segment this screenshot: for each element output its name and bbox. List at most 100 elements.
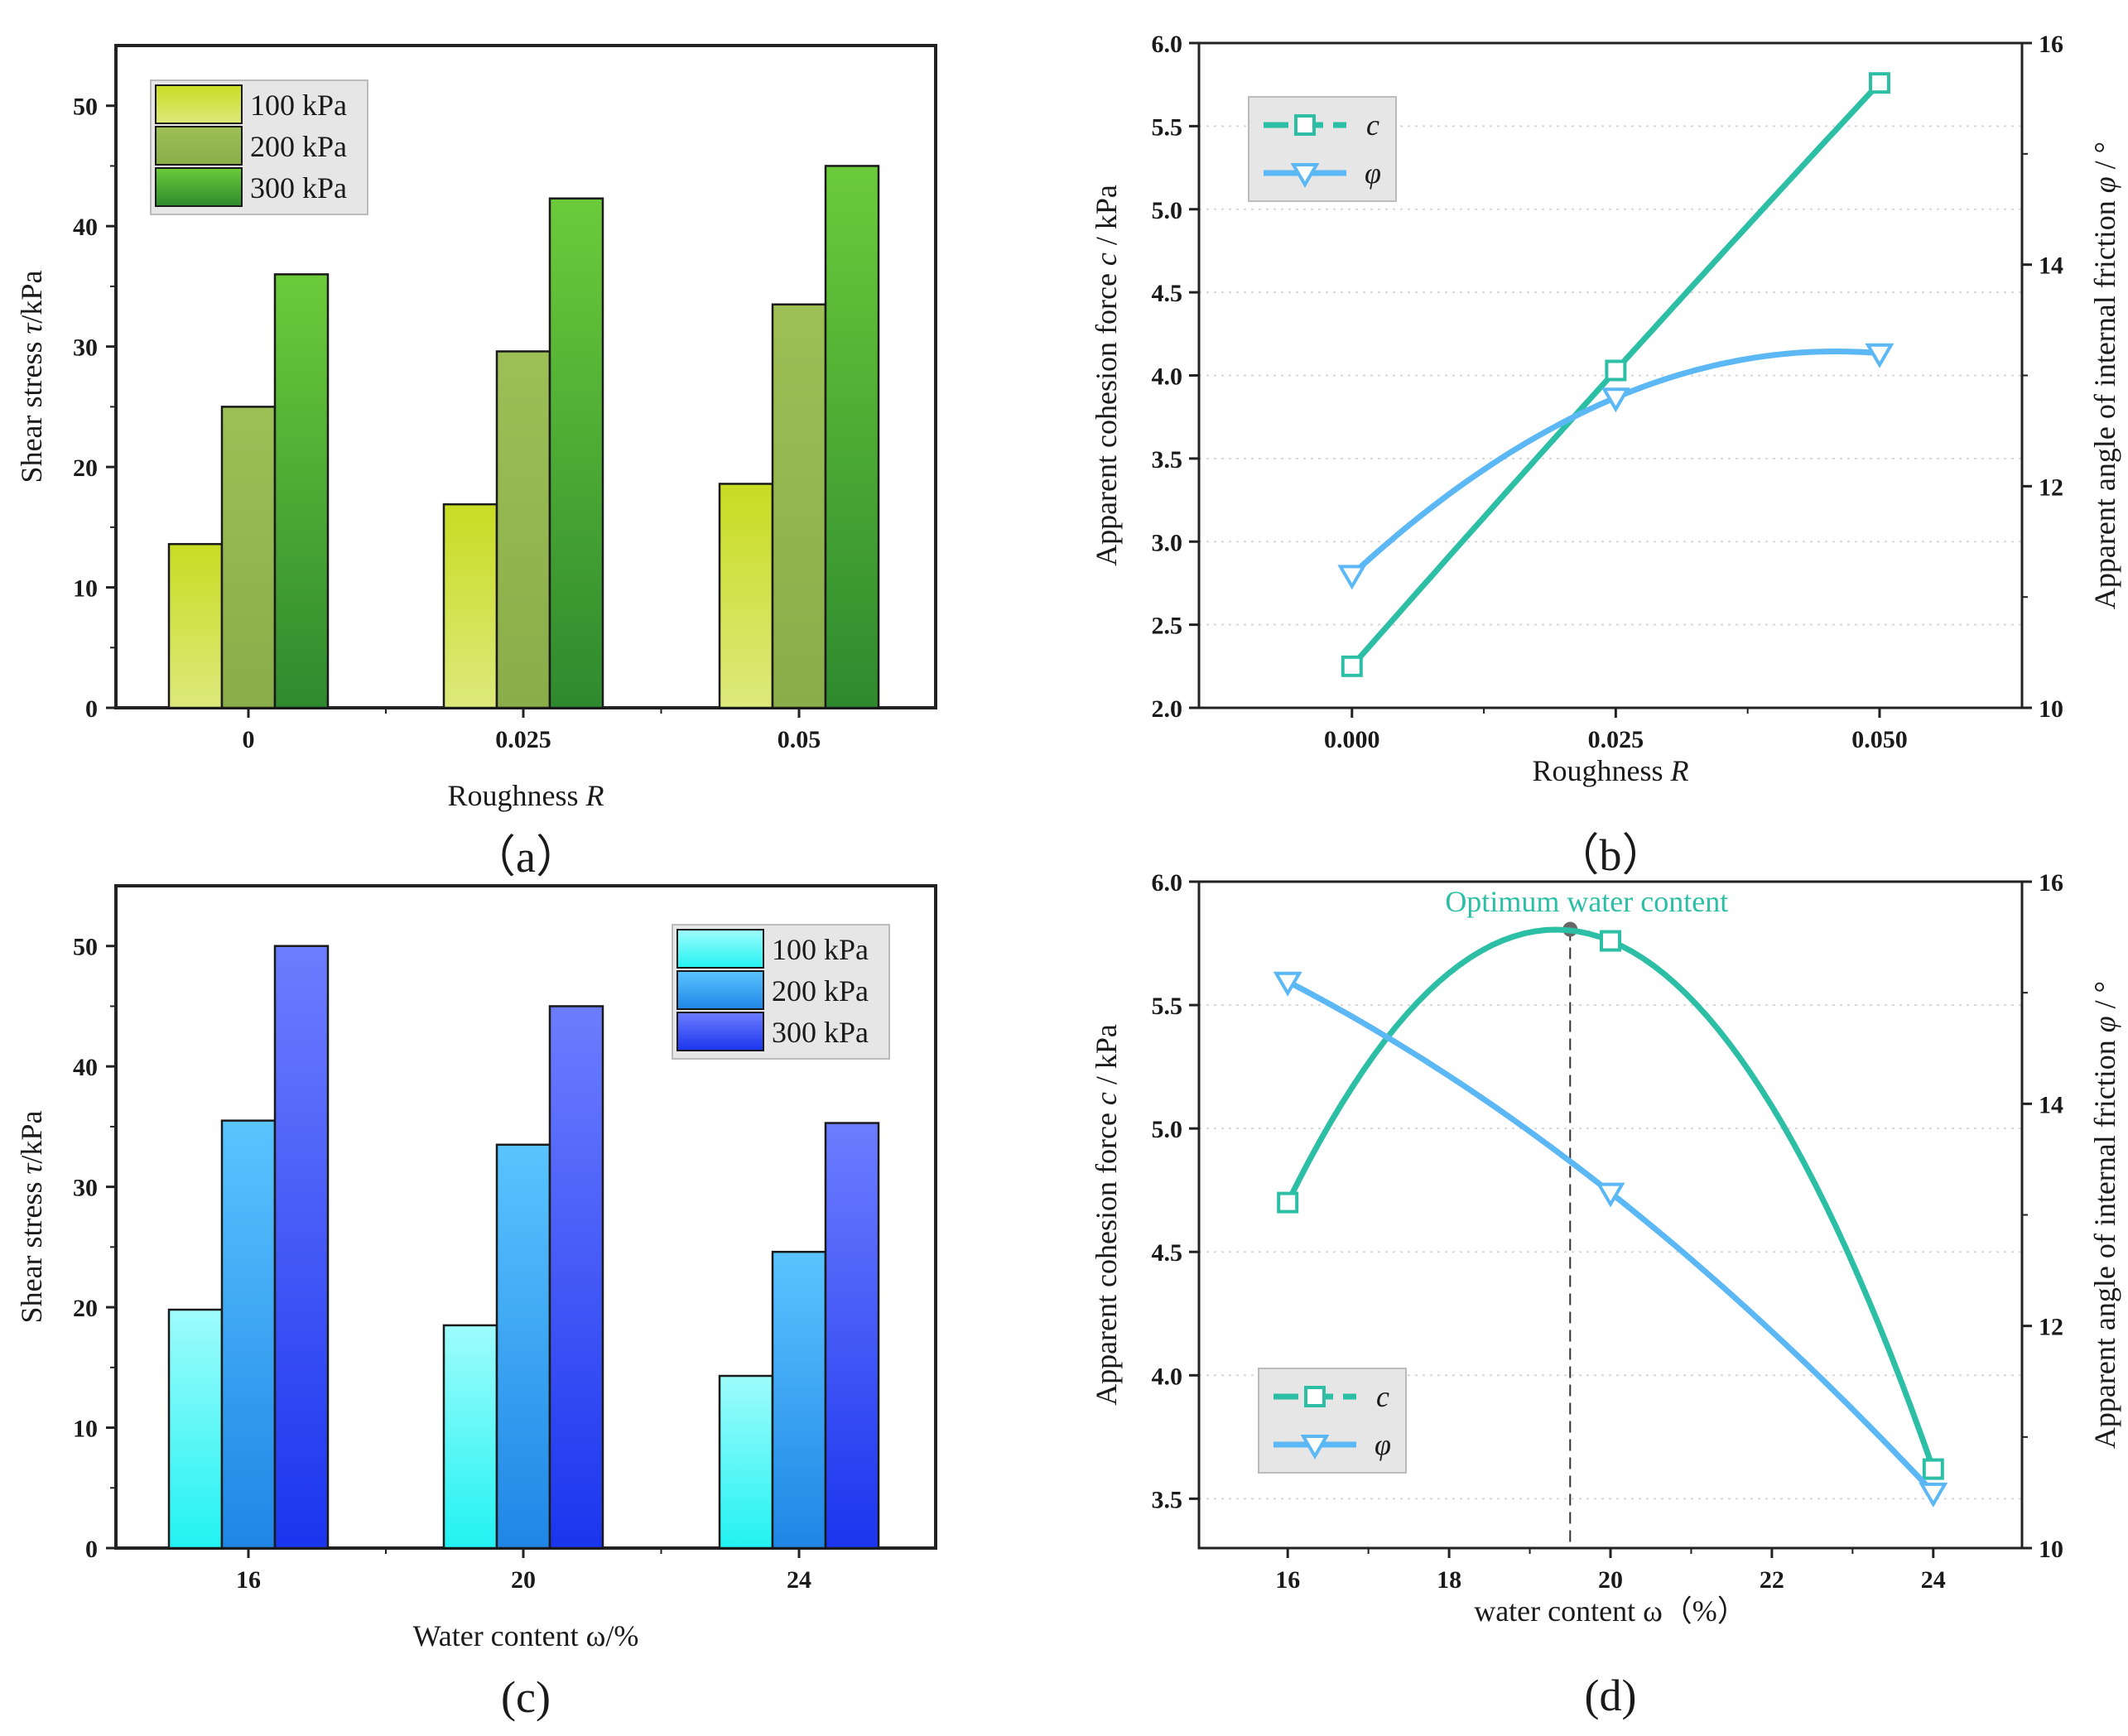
y-left-tick-label: 4.0 bbox=[1152, 1363, 1183, 1390]
text-span: /kPa bbox=[15, 271, 48, 324]
panel-label: （a） bbox=[471, 832, 580, 882]
y-left-axis-label: Apparent cohesion force c / kPa bbox=[1090, 185, 1123, 566]
y-left-tick-label: 4.0 bbox=[1152, 363, 1183, 391]
text-span: φ bbox=[2088, 1016, 2121, 1032]
bar-200-kpa-0.025 bbox=[495, 350, 551, 709]
bar-300-kpa-0.025 bbox=[548, 197, 604, 709]
legend-label: 100 kPa bbox=[772, 933, 869, 966]
bar-200-kpa-20 bbox=[495, 1143, 551, 1550]
legend-marker bbox=[1300, 1435, 1330, 1459]
marker-phi-24 bbox=[1919, 1482, 1948, 1508]
x-tick-label: 20 bbox=[511, 1566, 536, 1594]
marker-c-20 bbox=[1600, 930, 1621, 952]
bar-200-kpa-0 bbox=[220, 406, 277, 709]
legend-label: 300 kPa bbox=[772, 1016, 869, 1049]
text-span: Roughness bbox=[1532, 754, 1670, 787]
x-tick-label: 0.05 bbox=[778, 726, 821, 753]
y-left-tick-label: 5.0 bbox=[1152, 1116, 1183, 1143]
y-right-tick-label: 16 bbox=[2039, 869, 2063, 897]
bar-100-kpa-0.05 bbox=[718, 483, 774, 709]
y-tick-label: 0 bbox=[85, 1536, 98, 1563]
text-span: R bbox=[1670, 754, 1689, 787]
bar-300-kpa-20 bbox=[548, 1005, 604, 1550]
legend-swatch bbox=[155, 167, 243, 207]
legend-swatch bbox=[676, 929, 764, 969]
text-span: τ bbox=[15, 322, 48, 334]
x-axis-label: Roughness R bbox=[1532, 754, 1688, 787]
y-left-tick-label: 6.0 bbox=[1152, 869, 1183, 897]
x-tick-label: 0.025 bbox=[495, 726, 551, 753]
panel-b-cohesion-friction-vs-roughness: 2.0 2.5 3.0 3.5 4.0 4.5 5.0 5.5 6.0 10 12 14 16 0.000… bbox=[1090, 31, 2121, 880]
y-tick-label: 50 bbox=[73, 934, 98, 961]
marker-c-0.025 bbox=[1605, 359, 1627, 382]
legend-label: 100 kPa bbox=[250, 89, 347, 122]
x-axis-label: Roughness R bbox=[447, 779, 604, 812]
marker-phi-0.05 bbox=[1865, 343, 1894, 368]
y-left-tick-label: 3.5 bbox=[1152, 1486, 1183, 1513]
legend-box bbox=[1248, 96, 1397, 202]
text-span: τ bbox=[15, 1162, 48, 1174]
y-tick-label: 10 bbox=[73, 575, 98, 603]
bar-300-kpa-16 bbox=[273, 945, 330, 1550]
y-left-tick-label: 2.0 bbox=[1152, 695, 1183, 723]
marker-c-24 bbox=[1922, 1458, 1944, 1480]
text-span: c bbox=[1090, 252, 1123, 266]
bar-300-kpa-0.05 bbox=[824, 165, 880, 709]
text-span: Roughness bbox=[447, 779, 585, 812]
x-axis-label: water content ω（%） bbox=[1474, 1594, 1747, 1628]
y-left-tick-label: 3.5 bbox=[1152, 446, 1183, 474]
legend-label: 200 kPa bbox=[250, 130, 347, 163]
text-span: / kPa bbox=[1090, 1024, 1123, 1092]
text-span: / ° bbox=[2088, 981, 2121, 1016]
y-right-tick-label: 10 bbox=[2039, 695, 2063, 723]
x-tick-label: 20 bbox=[1598, 1566, 1623, 1594]
legend: 100 kPa 200 kPa 300 kPa bbox=[672, 924, 890, 1060]
text-span: /kPa bbox=[15, 1111, 48, 1164]
x-tick-label: 0.025 bbox=[1588, 726, 1644, 753]
text-span: Apparent angle of internal friction bbox=[2088, 193, 2121, 609]
x-tick-label: 16 bbox=[236, 1566, 261, 1594]
legend-label: φ bbox=[1375, 1428, 1391, 1461]
y-left-tick-label: 2.5 bbox=[1152, 613, 1183, 640]
optimum-annotation: Optimum water content bbox=[1445, 885, 1728, 918]
y-tick-label: 50 bbox=[73, 94, 98, 121]
marker-phi-0.025 bbox=[1601, 387, 1630, 413]
panel-a-shear-stress-vs-roughness: 0 10 20 30 40 50 0 0.025 0.05 Roughness R Shear st… bbox=[15, 44, 937, 882]
x-tick-label: 22 bbox=[1760, 1566, 1784, 1594]
legend-box bbox=[1258, 1368, 1407, 1474]
marker-c-0 bbox=[1341, 655, 1363, 677]
marker-phi-16 bbox=[1273, 971, 1302, 997]
y-tick-label: 20 bbox=[73, 454, 98, 482]
text-span: / kPa bbox=[1090, 185, 1123, 252]
legend-label: φ bbox=[1365, 156, 1381, 190]
y-left-tick-label: 4.5 bbox=[1152, 1239, 1183, 1267]
x-tick-label: 0.050 bbox=[1851, 726, 1908, 753]
bar-100-kpa-24 bbox=[718, 1374, 774, 1550]
bar-200-kpa-16 bbox=[220, 1119, 277, 1550]
panel-d-cohesion-friction-vs-water-content: 3.5 4.0 4.5 5.0 5.5 6.0 10 12 14 16 16 18 20 22 24 Opti… bbox=[1090, 869, 2121, 1720]
legend-marker bbox=[1294, 114, 1316, 136]
text-span: Apparent cohesion force bbox=[1090, 266, 1123, 566]
y-right-tick-label: 14 bbox=[2039, 1091, 2063, 1118]
y-axis-label: Shear stress τ/kPa bbox=[15, 271, 48, 483]
marker-c-16 bbox=[1277, 1191, 1299, 1214]
legend-label: 300 kPa bbox=[250, 171, 347, 204]
y-left-tick-label: 5.0 bbox=[1152, 197, 1183, 224]
y-tick-label: 30 bbox=[73, 334, 98, 362]
legend-label: 200 kPa bbox=[772, 974, 869, 1007]
legend-marker bbox=[1304, 1386, 1326, 1407]
text-span: R bbox=[585, 779, 604, 812]
text-span: water content ω（%） bbox=[1474, 1594, 1747, 1628]
y-left-tick-label: 5.5 bbox=[1152, 113, 1183, 141]
panel-label: (d) bbox=[1585, 1671, 1637, 1720]
y-left-tick-label: 3.0 bbox=[1152, 529, 1183, 556]
x-tick-label: 0.000 bbox=[1324, 726, 1380, 753]
y-tick-label: 20 bbox=[73, 1295, 98, 1322]
y-left-axis-label: Apparent cohesion force c / kPa bbox=[1090, 1024, 1123, 1406]
text-span: / ° bbox=[2088, 142, 2121, 176]
text-span: Apparent angle of internal friction bbox=[2088, 1032, 2121, 1449]
panel-label: （b） bbox=[1555, 830, 1667, 880]
legend: 100 kPa 200 kPa 300 kPa bbox=[150, 79, 368, 215]
y-right-axis-label: Apparent angle of internal friction φ / … bbox=[2088, 142, 2121, 609]
